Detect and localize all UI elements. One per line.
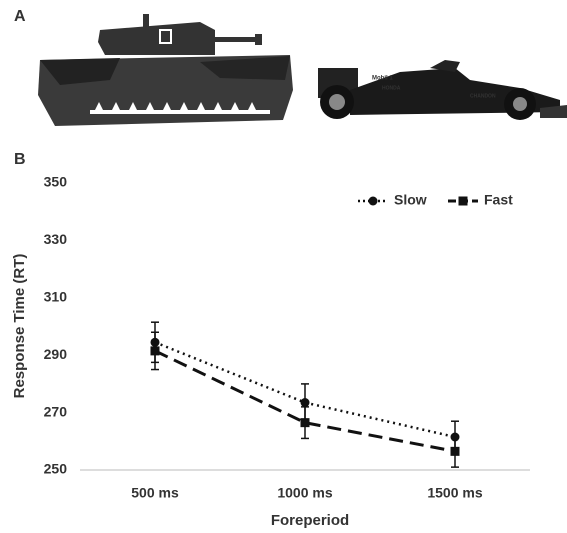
tank-image xyxy=(38,14,293,126)
x-tick-label: 1000 ms xyxy=(277,485,332,501)
panel-label: B xyxy=(14,151,26,168)
x-tick-label: 1500 ms xyxy=(427,485,482,501)
point xyxy=(150,346,160,356)
y-tick-label: 270 xyxy=(44,403,68,419)
y-tick-label: 310 xyxy=(44,289,68,305)
panel-label: A xyxy=(14,8,26,25)
legend-marker xyxy=(368,196,378,206)
y-tick-label: 290 xyxy=(44,346,68,362)
car-logo: CHANDON xyxy=(470,93,496,99)
y-tick-label: 330 xyxy=(44,231,68,247)
point xyxy=(450,446,460,456)
legend-label: Slow xyxy=(394,192,427,208)
car-logo: HONDA xyxy=(382,85,401,91)
x-tick-label: 500 ms xyxy=(131,485,179,501)
point xyxy=(300,418,310,428)
point xyxy=(300,398,310,408)
car-logo: Mobil 1 xyxy=(372,76,393,82)
series-line xyxy=(154,349,456,453)
y-axis-label: Response Time (RT) xyxy=(11,254,28,399)
series-line xyxy=(154,341,456,439)
car-image: Mobil 1 HONDA CHANDON xyxy=(318,60,567,120)
y-tick-label: 250 xyxy=(44,461,68,477)
x-axis-label: Foreperiod xyxy=(271,512,349,529)
legend-marker xyxy=(458,196,468,206)
legend-label: Fast xyxy=(484,192,513,208)
y-tick-label: 350 xyxy=(44,174,68,190)
